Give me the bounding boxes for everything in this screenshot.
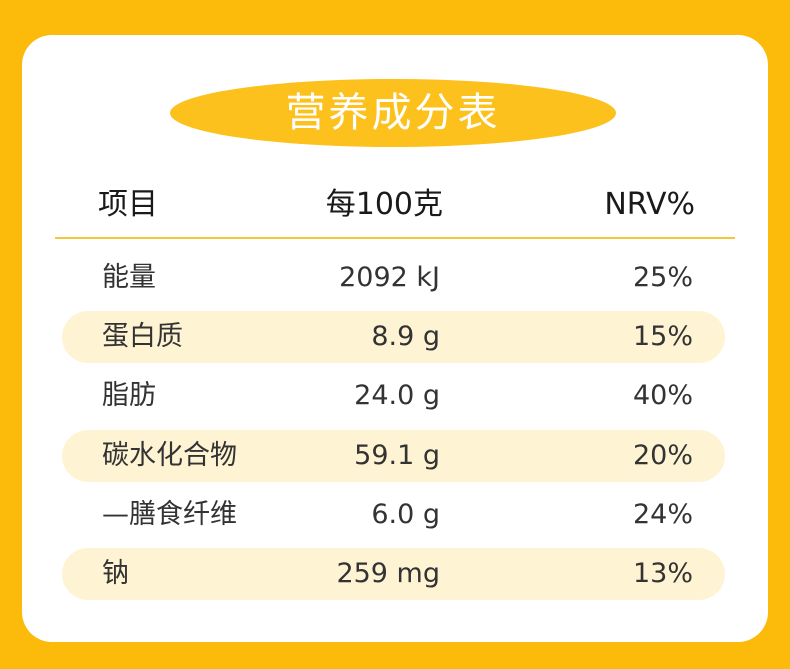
row-stripe	[62, 311, 725, 364]
nrv: 15%	[632, 321, 693, 353]
header-cell: NRV%	[604, 187, 695, 222]
nrv: 25%	[632, 262, 693, 293]
amount: 59.1 g	[354, 439, 440, 471]
amount: 259 mg	[336, 558, 440, 589]
nutrient-name: 蛋白质	[102, 321, 183, 353]
row-stripe	[62, 429, 725, 482]
nrv: 20%	[632, 439, 693, 471]
amount: 6.0 g	[371, 498, 440, 530]
nutrient-name: 脂肪	[102, 380, 156, 412]
nutrient-name: 能量	[102, 262, 156, 293]
amount: 24.0 g	[354, 380, 440, 412]
nutrient-name: 钠	[102, 558, 129, 589]
title: 营养成分表	[285, 90, 501, 136]
nutrient-name: —膳食纤维	[102, 498, 237, 530]
header-rule	[55, 237, 735, 239]
header-cell: 项目	[98, 187, 158, 222]
nrv: 40%	[632, 380, 693, 412]
nutrient-name: 碳水化合物	[102, 439, 237, 471]
amount: 2092 kJ	[339, 262, 440, 293]
row-stripe	[62, 548, 725, 600]
title-badge	[170, 79, 616, 147]
nrv: 24%	[632, 498, 693, 530]
header-cell: 每100克	[325, 187, 443, 222]
nrv: 13%	[632, 558, 693, 589]
amount: 8.9 g	[371, 321, 440, 353]
